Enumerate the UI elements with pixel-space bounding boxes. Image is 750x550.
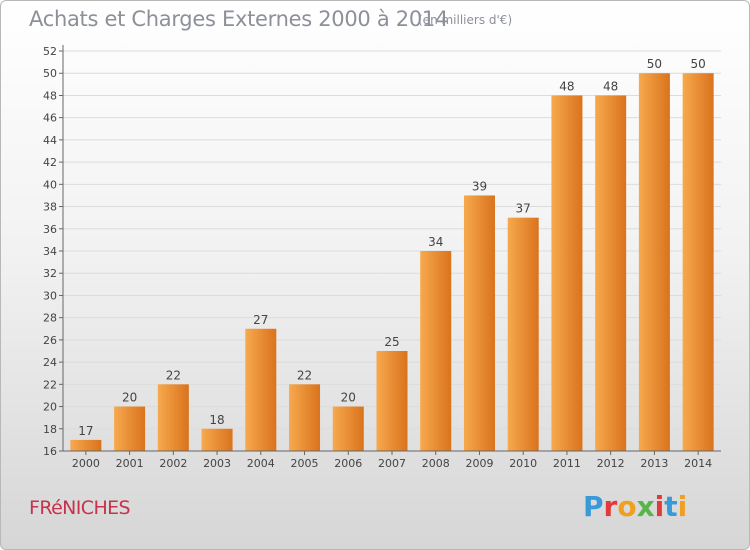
y-tick-label: 32 <box>43 267 57 280</box>
bar <box>289 384 321 451</box>
x-tick-label: 2009 <box>465 457 493 470</box>
data-label: 27 <box>253 313 268 327</box>
logo-letter: i <box>677 490 688 523</box>
y-tick-label: 30 <box>43 289 57 302</box>
bar <box>551 95 583 451</box>
y-tick-label: 28 <box>43 312 57 325</box>
data-label: 50 <box>647 57 662 71</box>
y-tick-label: 26 <box>43 334 57 347</box>
data-label: 20 <box>122 391 137 405</box>
x-tick-label: 2003 <box>203 457 231 470</box>
y-tick-label: 40 <box>43 178 57 191</box>
data-label: 34 <box>428 235 443 249</box>
bar <box>463 195 495 451</box>
logo-letter: o <box>617 490 637 523</box>
bar <box>114 406 146 451</box>
bar <box>201 428 233 451</box>
y-tick-label: 50 <box>43 67 57 80</box>
bar <box>638 73 670 451</box>
y-tick-label: 44 <box>43 134 57 147</box>
data-label: 48 <box>559 79 574 93</box>
bar <box>157 384 189 451</box>
x-tick-label: 2002 <box>159 457 187 470</box>
y-tick-label: 42 <box>43 156 57 169</box>
bar-layer <box>70 73 714 451</box>
data-label: 20 <box>341 391 356 405</box>
logo-letter: P <box>583 490 604 523</box>
data-label: 25 <box>384 335 399 349</box>
x-tick-label: 2005 <box>291 457 319 470</box>
y-tick-label: 52 <box>43 45 57 58</box>
label-layer: 16 18 20 22 24 26 28 30 32 34 36 38 40 42 44 46 48 50 52 17… <box>43 45 712 470</box>
data-label: 48 <box>603 79 618 93</box>
x-tick-label: 2006 <box>334 457 362 470</box>
y-tick-label: 46 <box>43 112 57 125</box>
y-tick-label: 20 <box>43 401 57 414</box>
bar <box>332 406 364 451</box>
x-tick-label: 2004 <box>247 457 275 470</box>
y-tick-label: 48 <box>43 89 57 102</box>
logo-letter: x <box>636 490 655 523</box>
bar <box>420 251 452 451</box>
logo-letter: r <box>603 490 618 523</box>
data-label: 50 <box>690 57 705 71</box>
x-tick-label: 2013 <box>640 457 668 470</box>
bar <box>507 217 539 451</box>
y-tick-label: 34 <box>43 245 57 258</box>
y-tick-label: 38 <box>43 201 57 214</box>
data-label: 22 <box>297 368 312 382</box>
axis-layer <box>59 45 721 455</box>
data-label: 39 <box>472 179 487 193</box>
chart-title: Achats et Charges Externes 2000 à 2014 <box>29 7 449 31</box>
data-label: 17 <box>78 424 93 438</box>
bar <box>70 439 102 451</box>
y-tick-label: 18 <box>43 423 57 436</box>
bar <box>595 95 627 451</box>
logo-letter: i <box>654 490 665 523</box>
x-tick-label: 2010 <box>509 457 537 470</box>
y-tick-label: 36 <box>43 223 57 236</box>
data-label: 18 <box>209 413 224 427</box>
bar <box>376 351 408 451</box>
x-tick-label: 2011 <box>553 457 581 470</box>
y-tick-label: 24 <box>43 356 57 369</box>
x-tick-label: 2001 <box>116 457 144 470</box>
x-tick-label: 2000 <box>72 457 100 470</box>
commune-name: FRéNICHES <box>29 497 131 519</box>
x-tick-label: 2012 <box>597 457 625 470</box>
x-tick-label: 2007 <box>378 457 406 470</box>
logo-letter: t <box>664 490 678 523</box>
y-tick-label: 16 <box>43 445 57 458</box>
data-label: 22 <box>166 368 181 382</box>
y-tick-label: 22 <box>43 378 57 391</box>
chart-unit: (en milliers d'€) <box>418 13 513 27</box>
x-tick-label: 2014 <box>684 457 712 470</box>
bar <box>245 328 277 451</box>
data-label: 37 <box>516 202 531 216</box>
bar <box>682 73 714 451</box>
x-tick-label: 2008 <box>422 457 450 470</box>
proxiti-logo: Proxiti <box>583 490 687 523</box>
